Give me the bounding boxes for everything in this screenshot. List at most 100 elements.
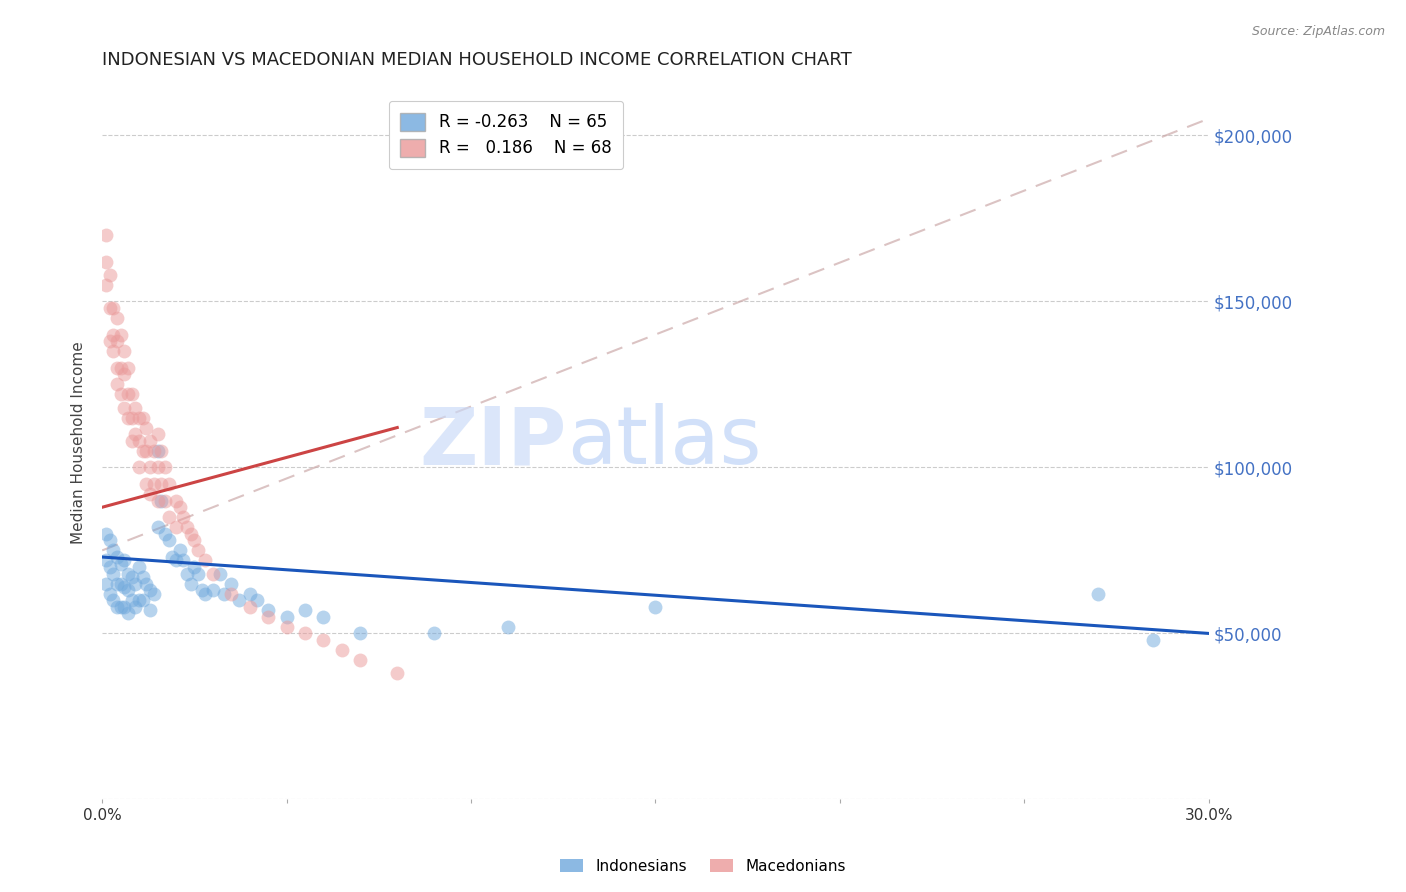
Point xyxy=(110,599,132,614)
Point xyxy=(276,620,298,634)
Point xyxy=(142,586,165,600)
Text: Source: ZipAtlas.com: Source: ZipAtlas.com xyxy=(1251,25,1385,38)
Point xyxy=(180,576,202,591)
Legend: Indonesians, Macedonians: Indonesians, Macedonians xyxy=(554,853,852,880)
Point xyxy=(124,599,146,614)
Point xyxy=(103,543,125,558)
Point xyxy=(228,593,250,607)
Point xyxy=(157,477,180,491)
Point xyxy=(212,586,235,600)
Point xyxy=(105,576,128,591)
Y-axis label: Median Household Income: Median Household Income xyxy=(72,341,86,544)
Point xyxy=(221,576,243,591)
Point xyxy=(162,549,184,564)
Point xyxy=(294,626,316,640)
Point xyxy=(103,344,125,359)
Point xyxy=(110,387,132,401)
Point xyxy=(165,553,187,567)
Point xyxy=(128,460,150,475)
Point xyxy=(117,360,139,375)
Point xyxy=(496,620,519,634)
Point xyxy=(94,526,117,541)
Point xyxy=(165,520,187,534)
Point xyxy=(153,526,176,541)
Point xyxy=(112,401,135,415)
Point xyxy=(103,566,125,581)
Point xyxy=(117,607,139,621)
Point xyxy=(124,576,146,591)
Point xyxy=(150,443,173,458)
Point xyxy=(257,609,280,624)
Point xyxy=(172,553,194,567)
Point xyxy=(103,327,125,342)
Point xyxy=(98,268,121,282)
Point xyxy=(139,603,162,617)
Point xyxy=(146,460,169,475)
Point xyxy=(172,510,194,524)
Point xyxy=(312,633,335,648)
Point xyxy=(276,609,298,624)
Point xyxy=(157,533,180,548)
Point xyxy=(157,510,180,524)
Point xyxy=(153,493,176,508)
Point xyxy=(98,533,121,548)
Point xyxy=(209,566,232,581)
Point xyxy=(103,593,125,607)
Point xyxy=(180,526,202,541)
Point xyxy=(349,626,371,640)
Point xyxy=(146,520,169,534)
Point xyxy=(146,427,169,442)
Point xyxy=(94,227,117,242)
Point xyxy=(187,543,209,558)
Point xyxy=(110,327,132,342)
Point xyxy=(94,277,117,292)
Point xyxy=(294,603,316,617)
Point xyxy=(112,599,135,614)
Point xyxy=(128,593,150,607)
Point xyxy=(94,553,117,567)
Text: atlas: atlas xyxy=(567,403,761,482)
Point xyxy=(644,599,666,614)
Point xyxy=(146,493,169,508)
Point xyxy=(132,570,155,584)
Point xyxy=(1142,633,1164,648)
Point xyxy=(110,576,132,591)
Point xyxy=(105,360,128,375)
Point xyxy=(150,493,173,508)
Point xyxy=(165,493,187,508)
Point xyxy=(105,377,128,392)
Point xyxy=(423,626,446,640)
Point xyxy=(105,599,128,614)
Point xyxy=(246,593,269,607)
Point xyxy=(117,583,139,598)
Point xyxy=(349,653,371,667)
Point xyxy=(183,533,205,548)
Point xyxy=(194,553,217,567)
Point xyxy=(146,443,169,458)
Point xyxy=(139,460,162,475)
Point xyxy=(221,586,243,600)
Point xyxy=(194,586,217,600)
Point xyxy=(121,570,143,584)
Point xyxy=(176,566,198,581)
Point xyxy=(94,576,117,591)
Point xyxy=(128,560,150,574)
Point xyxy=(112,368,135,382)
Point xyxy=(191,583,214,598)
Point xyxy=(105,310,128,325)
Point xyxy=(94,254,117,268)
Point xyxy=(124,401,146,415)
Point xyxy=(135,443,157,458)
Point xyxy=(132,410,155,425)
Point xyxy=(112,344,135,359)
Text: INDONESIAN VS MACEDONIAN MEDIAN HOUSEHOLD INCOME CORRELATION CHART: INDONESIAN VS MACEDONIAN MEDIAN HOUSEHOL… xyxy=(103,51,852,69)
Point xyxy=(117,566,139,581)
Point xyxy=(176,520,198,534)
Point xyxy=(124,427,146,442)
Point xyxy=(135,576,157,591)
Point xyxy=(121,410,143,425)
Point xyxy=(257,603,280,617)
Point xyxy=(110,557,132,571)
Point xyxy=(128,434,150,448)
Point xyxy=(132,593,155,607)
